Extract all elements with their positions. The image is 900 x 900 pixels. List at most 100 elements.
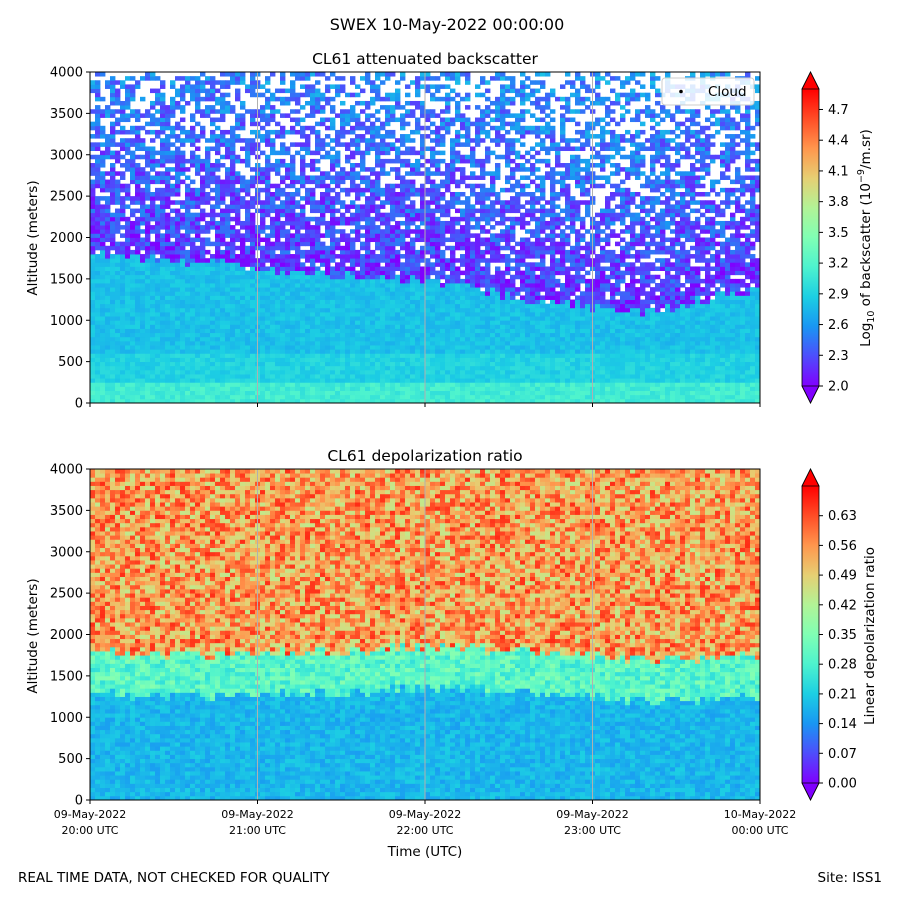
- heatmap-cell: [470, 374, 476, 379]
- heatmap-cell: [360, 121, 366, 127]
- heatmap-cell: [95, 233, 101, 238]
- heatmap-cell: [200, 129, 206, 135]
- heatmap-cell: [340, 125, 346, 131]
- heatmap-cell: [210, 241, 216, 247]
- heatmap-cell: [395, 303, 401, 309]
- heatmap-cell: [295, 266, 301, 271]
- heatmap-cell: [290, 361, 296, 367]
- heatmap-cell: [120, 361, 126, 367]
- heatmap-cell: [115, 303, 121, 309]
- heatmap-cell: [210, 270, 216, 276]
- heatmap-cell: [465, 225, 471, 230]
- heatmap-cell: [140, 241, 146, 247]
- heatmap-cell: [185, 134, 191, 139]
- heatmap-cell: [245, 258, 251, 263]
- heatmap-cell: [380, 278, 386, 284]
- heatmap-cell: [450, 220, 456, 226]
- heatmap-cell: [375, 340, 381, 346]
- heatmap-cell: [340, 378, 346, 383]
- heatmap-cell: [225, 299, 231, 305]
- heatmap-cell: [245, 345, 251, 350]
- heatmap-cell: [150, 163, 156, 168]
- heatmap-cell: [270, 361, 276, 367]
- heatmap-cell: [140, 316, 146, 321]
- heatmap-cell: [250, 258, 256, 263]
- heatmap-cell: [445, 303, 451, 309]
- heatmap-cell: [245, 311, 251, 317]
- heatmap-cell: [190, 283, 196, 288]
- heatmap-cell: [115, 345, 121, 350]
- heatmap-cell: [170, 328, 176, 334]
- heatmap-cell: [330, 311, 336, 317]
- heatmap-cell: [280, 254, 286, 259]
- heatmap-cell: [280, 299, 286, 305]
- heatmap-cell: [175, 158, 181, 164]
- heatmap-cell: [320, 196, 326, 201]
- heatmap-cell: [300, 125, 306, 131]
- heatmap-cell: [270, 233, 276, 238]
- heatmap-cell: [380, 287, 386, 292]
- heatmap-cell: [180, 220, 186, 226]
- heatmap-cell: [130, 125, 136, 131]
- heatmap-cell: [185, 225, 191, 230]
- heatmap-cell: [90, 283, 96, 288]
- heatmap-cell: [405, 378, 411, 383]
- heatmap-cell: [340, 320, 346, 325]
- heatmap-cell: [390, 278, 396, 284]
- heatmap-cell: [90, 324, 96, 329]
- heatmap-cell: [320, 390, 326, 396]
- heatmap-cell: [135, 146, 141, 152]
- heatmap-cell: [235, 121, 241, 127]
- heatmap-cell: [455, 241, 461, 247]
- heatmap-cell: [395, 307, 401, 313]
- heatmap-cell: [450, 320, 456, 325]
- heatmap-cell: [225, 154, 231, 160]
- heatmap-cell: [315, 291, 321, 296]
- heatmap-cell: [130, 311, 136, 317]
- heatmap-cell: [165, 117, 171, 123]
- heatmap-cell: [295, 303, 301, 309]
- heatmap-cell: [390, 386, 396, 391]
- heatmap-cell: [470, 258, 476, 263]
- heatmap-cell: [170, 262, 176, 267]
- heatmap-cell: [315, 150, 321, 156]
- heatmap-cell: [280, 274, 286, 280]
- heatmap-cell: [150, 229, 156, 234]
- heatmap-cell: [335, 390, 341, 396]
- heatmap-cell: [440, 117, 446, 123]
- heatmap-cell: [455, 320, 461, 325]
- heatmap-cell: [260, 212, 266, 218]
- heatmap-cell: [200, 163, 206, 168]
- heatmap-cell: [140, 357, 146, 363]
- heatmap-cell: [450, 175, 456, 180]
- heatmap-cell: [435, 357, 441, 363]
- heatmap-cell: [165, 121, 171, 127]
- heatmap-cell: [210, 163, 216, 168]
- heatmap-cell: [465, 249, 471, 255]
- heatmap-cell: [120, 320, 126, 325]
- heatmap-cell: [390, 249, 396, 255]
- heatmap-cell: [215, 328, 221, 334]
- heatmap-cell: [235, 175, 241, 180]
- heatmap-cell: [110, 278, 116, 284]
- heatmap-cell: [345, 291, 351, 296]
- heatmap-cell: [120, 196, 126, 201]
- heatmap-cell: [435, 138, 441, 143]
- heatmap-cell: [270, 303, 276, 309]
- heatmap-cell: [375, 374, 381, 379]
- heatmap-cell: [185, 332, 191, 338]
- heatmap-cell: [245, 278, 251, 284]
- heatmap-cell: [285, 249, 291, 255]
- heatmap-cell: [220, 183, 226, 189]
- heatmap-cell: [190, 138, 196, 143]
- heatmap-cell: [415, 378, 421, 383]
- heatmap-cell: [225, 138, 231, 143]
- heatmap-cell: [360, 320, 366, 325]
- heatmap-cell: [200, 200, 206, 205]
- heatmap-cell: [275, 283, 281, 288]
- heatmap-cell: [130, 398, 136, 403]
- heatmap-cell: [405, 113, 411, 118]
- heatmap-cell: [455, 316, 461, 321]
- heatmap-cell: [220, 361, 226, 367]
- heatmap-cell: [235, 295, 241, 300]
